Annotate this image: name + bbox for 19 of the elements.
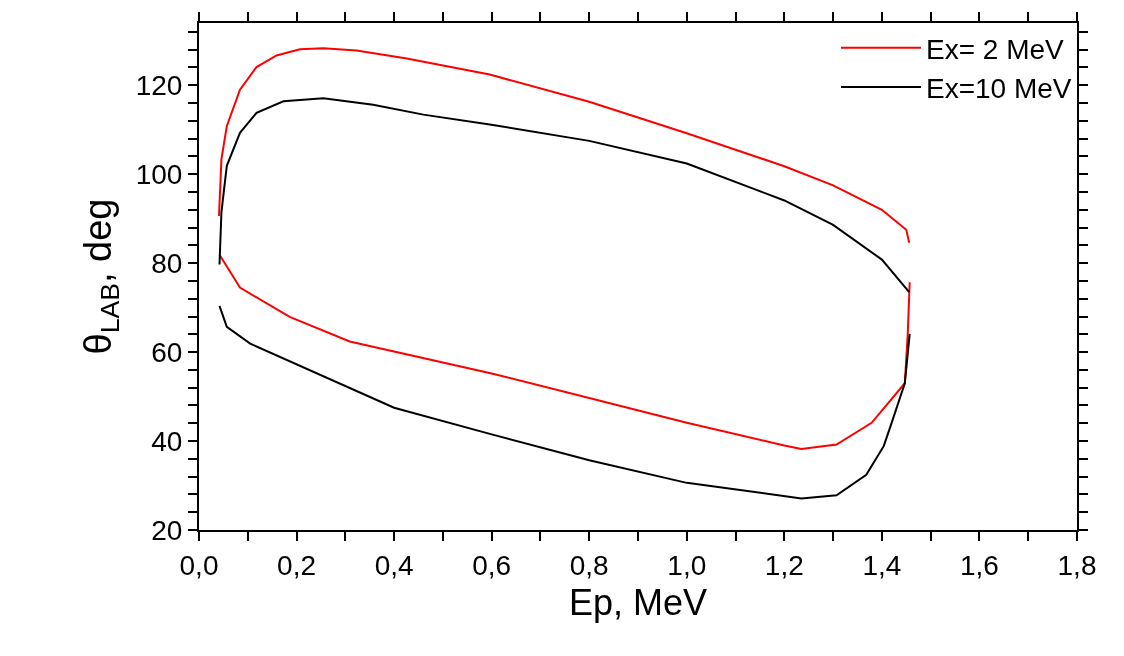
x-tick-label: 0,6	[472, 549, 512, 581]
x-tick-label: 0,2	[277, 549, 317, 581]
x-tick-label: 1,2	[764, 549, 804, 581]
x-tick-label: 0,4	[374, 549, 414, 581]
x-tick-label: 1,0	[667, 549, 707, 581]
y-tick-label: 100	[135, 159, 183, 191]
x-tick-label: 0,8	[569, 549, 609, 581]
y-tick-label: 20	[151, 514, 183, 546]
x-tick-label: 1,6	[959, 549, 999, 581]
x-tick-label: 1,4	[862, 549, 902, 581]
legend-label: Ex= 2 MeV	[926, 33, 1065, 65]
legend-label: Ex=10 MeV	[926, 73, 1072, 105]
x-axis-title: Ep, MeV	[568, 581, 708, 623]
y-tick-label: 40	[151, 425, 183, 457]
y-tick-label: 60	[151, 336, 183, 368]
y-tick-label: 80	[151, 247, 183, 279]
x-tick-label: 1,8	[1057, 549, 1097, 581]
y-tick-label: 120	[135, 70, 183, 102]
x-tick-label: 0,0	[179, 549, 219, 581]
